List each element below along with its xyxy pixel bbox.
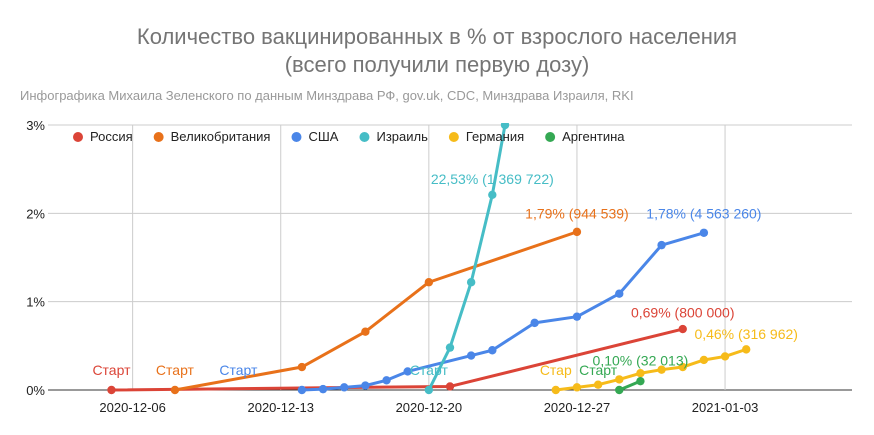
legend-label: Германия — [466, 129, 524, 144]
series-2-point — [530, 318, 539, 328]
series-2-point — [361, 381, 370, 390]
series-4-point — [572, 383, 582, 392]
series-4-start-label: Стар — [540, 362, 572, 378]
series-2-point — [318, 384, 328, 394]
chart-title-line-2: (всего получили первую дозу) — [285, 52, 590, 77]
series-2-point — [488, 346, 497, 355]
series-2-point — [297, 385, 307, 395]
legend-marker — [448, 132, 459, 142]
chart-axes: 0% 1% 2% 3% 2020-12-06 2020-12-13 2020-12-20 20… — [26, 118, 758, 415]
x-tick-label: 2020-12-27 — [544, 400, 611, 415]
y-tick-label: 3% — [26, 118, 45, 133]
legend-marker — [291, 132, 302, 142]
series-2-end-label: 1,78% (4 563 260) — [646, 206, 761, 222]
series-4-point — [720, 352, 730, 361]
chart-subtitle: Инфографика Михаила Зеленского по данным… — [20, 88, 634, 103]
series-5-point — [615, 385, 624, 395]
series-0-point — [445, 382, 455, 391]
series-2-point — [657, 240, 666, 250]
series-1-end-label: 1,79% (944 539) — [525, 206, 629, 222]
series-4-point — [678, 362, 687, 372]
legend-label: Россия — [90, 129, 133, 144]
series-2-start-label: Старт — [219, 362, 258, 378]
series-5-start-label: Старт — [579, 362, 618, 378]
series-4-point — [615, 375, 624, 384]
x-tick-label: 2020-12-06 — [99, 400, 166, 415]
x-tick-label: 2020-12-13 — [247, 400, 314, 415]
legend-marker — [359, 132, 370, 142]
legend-label: Великобритания — [171, 129, 271, 144]
series-5-end-label: 0,10% (32 013) — [593, 352, 689, 368]
legend-label: Израиль — [376, 129, 428, 144]
series-1-point — [361, 327, 370, 336]
series-2-point — [572, 312, 582, 321]
series-2-point — [403, 367, 412, 376]
series-5-point — [636, 376, 645, 386]
chart-legend: Россия Великобритания США Израиль Германия Ар… — [73, 129, 625, 144]
series-0-start-label: Старт — [92, 362, 131, 378]
legend-marker — [73, 132, 83, 142]
series-2-point — [382, 376, 391, 385]
y-tick-label: 2% — [26, 206, 45, 221]
series-4-line — [554, 347, 748, 392]
series-4-point — [593, 380, 603, 389]
series-0-point — [678, 324, 687, 334]
series-1-point — [297, 362, 307, 372]
series-2-point — [340, 383, 349, 392]
series-0-point — [107, 385, 116, 395]
series-3-end-label: 22,53% (1 369 722) — [431, 171, 554, 187]
series-1-point — [424, 278, 434, 287]
series-3-start-label: Старт — [410, 362, 449, 378]
series-1-point — [170, 385, 180, 395]
series-4-point — [636, 369, 645, 378]
chart-annotations: Старт 0,69% (800 000) Старт 1,79% (944 539)… — [92, 171, 798, 378]
series-2-point — [699, 228, 709, 237]
legend-label: США — [308, 129, 338, 144]
chart-title-line-1: Количество вакцинированных в % от взросл… — [137, 24, 737, 49]
series-0-end-label: 0,69% (800 000) — [631, 305, 735, 321]
series-1-start-label: Старт — [156, 362, 195, 378]
y-tick-label: 1% — [26, 295, 45, 310]
series-3-point — [424, 385, 434, 395]
series-3-point — [488, 190, 497, 199]
series-2-point — [615, 289, 624, 298]
x-tick-label: 2020-12-20 — [396, 400, 463, 415]
series-1-point — [572, 227, 582, 237]
y-tick-label: 0% — [26, 383, 45, 398]
series-4-point — [657, 365, 666, 374]
series-3-point — [445, 343, 455, 352]
series-4-point — [551, 385, 560, 395]
chart-grid — [48, 124, 852, 391]
series-4-point — [742, 345, 751, 354]
legend-marker — [153, 132, 164, 142]
series-4-end-label: 0,46% (316 962) — [694, 326, 798, 342]
x-tick-label: 2021-01-03 — [692, 400, 759, 415]
series-4-point — [699, 355, 709, 365]
chart-series — [107, 123, 751, 395]
legend-label: Аргентина — [562, 129, 625, 144]
series-3-point — [500, 123, 510, 130]
series-2-point — [466, 351, 476, 360]
series-3-point — [466, 278, 476, 287]
legend-marker — [545, 132, 556, 142]
